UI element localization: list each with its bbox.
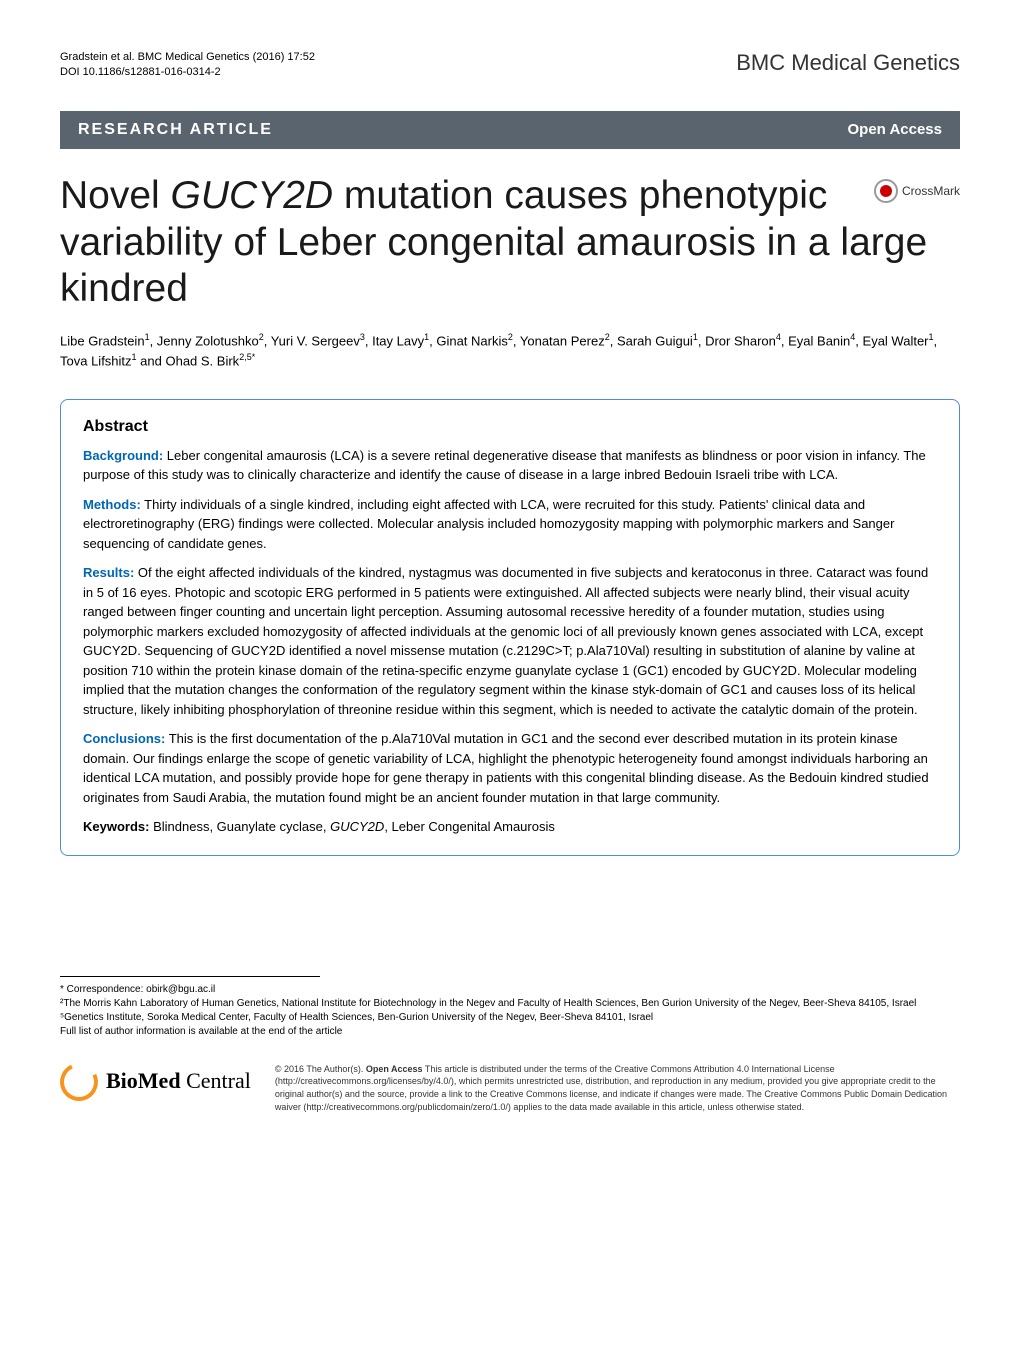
methods-label: Methods: bbox=[83, 497, 141, 512]
citation-block: Gradstein et al. BMC Medical Genetics (2… bbox=[60, 50, 315, 81]
citation-line2: DOI 10.1186/s12881-016-0314-2 bbox=[60, 65, 315, 80]
methods-text: Thirty individuals of a single kindred, … bbox=[83, 497, 894, 551]
background-text: Leber congenital amaurosis (LCA) is a se… bbox=[83, 448, 926, 483]
results-gene2: GUCY2D bbox=[231, 643, 285, 658]
citation-line1: Gradstein et al. BMC Medical Genetics (2… bbox=[60, 50, 315, 65]
results-text-1: Of the eight affected individuals of the… bbox=[83, 565, 928, 639]
keywords-text-1: Blindness, Guanylate cyclase, bbox=[149, 819, 330, 834]
biomed-text: BioMed Central bbox=[106, 1066, 251, 1097]
correspondence-line1: * Correspondence: obirk@bgu.ac.il bbox=[60, 983, 960, 997]
conclusions-text: This is the first documentation of the p… bbox=[83, 731, 929, 805]
crossmark-icon bbox=[874, 179, 898, 203]
correspondence-line3: ⁵Genetics Institute, Soroka Medical Cent… bbox=[60, 1011, 960, 1025]
keywords: Keywords: Blindness, Guanylate cyclase, … bbox=[83, 817, 937, 837]
biomed-swirl-icon bbox=[55, 1057, 104, 1106]
article-type-bar: RESEARCH ARTICLE Open Access bbox=[60, 111, 960, 149]
results-gene3: GUCY2D bbox=[743, 663, 797, 678]
article-type-label: RESEARCH ARTICLE bbox=[78, 121, 273, 139]
authors-list: Libe Gradstein1, Jenny Zolotushko2, Yuri… bbox=[60, 331, 960, 371]
correspondence-line2: ²The Morris Kahn Laboratory of Human Gen… bbox=[60, 997, 960, 1011]
keywords-gene: GUCY2D bbox=[330, 819, 384, 834]
title-area: Novel GUCY2D mutation causes phenotypic … bbox=[60, 173, 960, 313]
keywords-label: Keywords: bbox=[83, 819, 149, 834]
footer-area: * Correspondence: obirk@bgu.ac.il ²The M… bbox=[60, 976, 960, 1113]
results-label: Results: bbox=[83, 565, 134, 580]
abstract-results: Results: Of the eight affected individua… bbox=[83, 563, 937, 719]
open-access-label: Open Access bbox=[848, 121, 943, 138]
keywords-text-2: , Leber Congenital Amaurosis bbox=[384, 819, 555, 834]
header-row: Gradstein et al. BMC Medical Genetics (2… bbox=[60, 50, 960, 81]
abstract-heading: Abstract bbox=[83, 418, 937, 436]
article-title: Novel GUCY2D mutation causes phenotypic … bbox=[60, 173, 960, 313]
crossmark-label: CrossMark bbox=[902, 184, 960, 198]
footer-divider bbox=[60, 976, 320, 977]
abstract-methods: Methods: Thirty individuals of a single … bbox=[83, 495, 937, 554]
title-prefix: Novel bbox=[60, 174, 171, 217]
abstract-box: Abstract Background: Leber congenital am… bbox=[60, 399, 960, 856]
background-label: Background: bbox=[83, 448, 163, 463]
journal-name: BMC Medical Genetics bbox=[736, 50, 960, 76]
conclusions-label: Conclusions: bbox=[83, 731, 165, 746]
crossmark-badge[interactable]: CrossMark bbox=[874, 179, 960, 203]
biomed-logo: BioMed Central bbox=[60, 1063, 251, 1101]
license-copyright: © 2016 The Author(s). bbox=[275, 1064, 366, 1074]
license-row: BioMed Central © 2016 The Author(s). Ope… bbox=[60, 1063, 960, 1113]
results-gene1: GUCY2D bbox=[83, 643, 137, 658]
abstract-conclusions: Conclusions: This is the first documenta… bbox=[83, 729, 937, 807]
title-gene: GUCY2D bbox=[171, 174, 334, 217]
abstract-background: Background: Leber congenital amaurosis (… bbox=[83, 446, 937, 485]
license-text: © 2016 The Author(s). Open Access This a… bbox=[275, 1063, 960, 1113]
correspondence-block: * Correspondence: obirk@bgu.ac.il ²The M… bbox=[60, 983, 960, 1039]
correspondence-line4: Full list of author information is avail… bbox=[60, 1025, 960, 1039]
license-oa-label: Open Access bbox=[366, 1064, 423, 1074]
results-text-2: . Sequencing of bbox=[137, 643, 231, 658]
